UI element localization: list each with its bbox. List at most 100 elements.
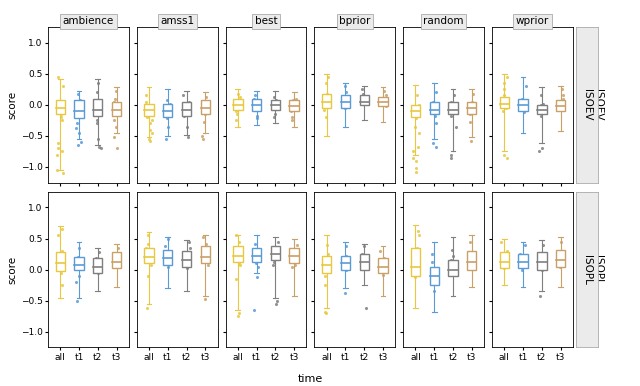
Point — [108, 107, 118, 113]
Point — [58, 108, 68, 114]
Point — [56, 114, 66, 120]
Point — [432, 265, 442, 271]
Bar — [518, 254, 528, 268]
Bar — [429, 102, 439, 114]
Point — [198, 245, 209, 251]
Point — [320, 282, 330, 288]
Point — [236, 245, 246, 251]
Point — [413, 263, 423, 269]
Point — [341, 89, 351, 95]
Point — [109, 98, 120, 105]
Bar — [145, 248, 154, 263]
Point — [554, 262, 564, 268]
Point — [447, 247, 458, 253]
Point — [499, 80, 509, 86]
Point — [72, 298, 82, 304]
Point — [232, 111, 243, 117]
Point — [57, 98, 67, 105]
Point — [445, 98, 456, 105]
Point — [162, 97, 172, 103]
Point — [320, 309, 330, 315]
Point — [411, 158, 421, 164]
Point — [408, 148, 419, 154]
Point — [58, 83, 68, 89]
Point — [90, 256, 100, 262]
Bar — [340, 95, 350, 108]
Bar — [378, 97, 388, 106]
Point — [502, 98, 512, 105]
Bar — [360, 95, 369, 105]
Point — [430, 270, 440, 276]
Point — [518, 98, 529, 105]
Point — [235, 94, 245, 100]
Point — [411, 115, 421, 122]
Point — [499, 265, 509, 271]
Point — [357, 86, 367, 92]
Point — [538, 257, 548, 263]
Point — [248, 95, 259, 102]
Point — [518, 263, 529, 269]
Point — [446, 154, 456, 161]
Point — [252, 115, 262, 122]
Bar — [537, 105, 547, 114]
Point — [270, 253, 280, 259]
Point — [182, 253, 193, 259]
Point — [501, 105, 511, 111]
Bar — [56, 100, 65, 114]
Point — [413, 144, 423, 150]
Point — [291, 257, 301, 263]
Point — [556, 239, 566, 245]
Point — [182, 265, 193, 271]
Point — [536, 113, 547, 119]
Bar — [556, 250, 565, 266]
Point — [93, 80, 104, 86]
Point — [408, 271, 418, 278]
Point — [52, 259, 63, 265]
Point — [271, 97, 281, 103]
Point — [234, 260, 244, 266]
Point — [143, 259, 154, 265]
Point — [73, 259, 83, 265]
Point — [234, 239, 244, 245]
Point — [501, 260, 511, 266]
Point — [253, 263, 264, 269]
Point — [502, 248, 512, 254]
Point — [58, 262, 68, 268]
Point — [165, 100, 175, 107]
Point — [467, 98, 477, 105]
Point — [163, 105, 173, 111]
Point — [54, 267, 65, 273]
Point — [161, 136, 172, 142]
Point — [160, 257, 170, 263]
Point — [412, 92, 422, 98]
Point — [58, 148, 68, 154]
Point — [287, 263, 297, 269]
Point — [538, 105, 548, 111]
Point — [56, 117, 67, 124]
Point — [379, 256, 389, 262]
Point — [115, 105, 125, 111]
Point — [361, 305, 371, 311]
Point — [357, 97, 367, 103]
Point — [163, 115, 173, 122]
Point — [380, 265, 390, 271]
Point — [498, 108, 508, 114]
Point — [90, 98, 100, 105]
Point — [340, 105, 351, 111]
Text: ISOEV: ISOEV — [593, 89, 603, 120]
Text: ISOEV: ISOEV — [582, 89, 592, 120]
Point — [558, 259, 568, 265]
Point — [269, 254, 280, 260]
Text: ISOPL: ISOPL — [593, 255, 603, 284]
Point — [200, 296, 211, 303]
Point — [538, 100, 548, 107]
Point — [112, 111, 122, 117]
Point — [287, 102, 298, 108]
Point — [448, 260, 458, 266]
Point — [447, 102, 457, 108]
Point — [200, 94, 211, 100]
Point — [445, 267, 455, 273]
Point — [164, 260, 175, 266]
Point — [269, 248, 279, 254]
Point — [412, 105, 422, 111]
